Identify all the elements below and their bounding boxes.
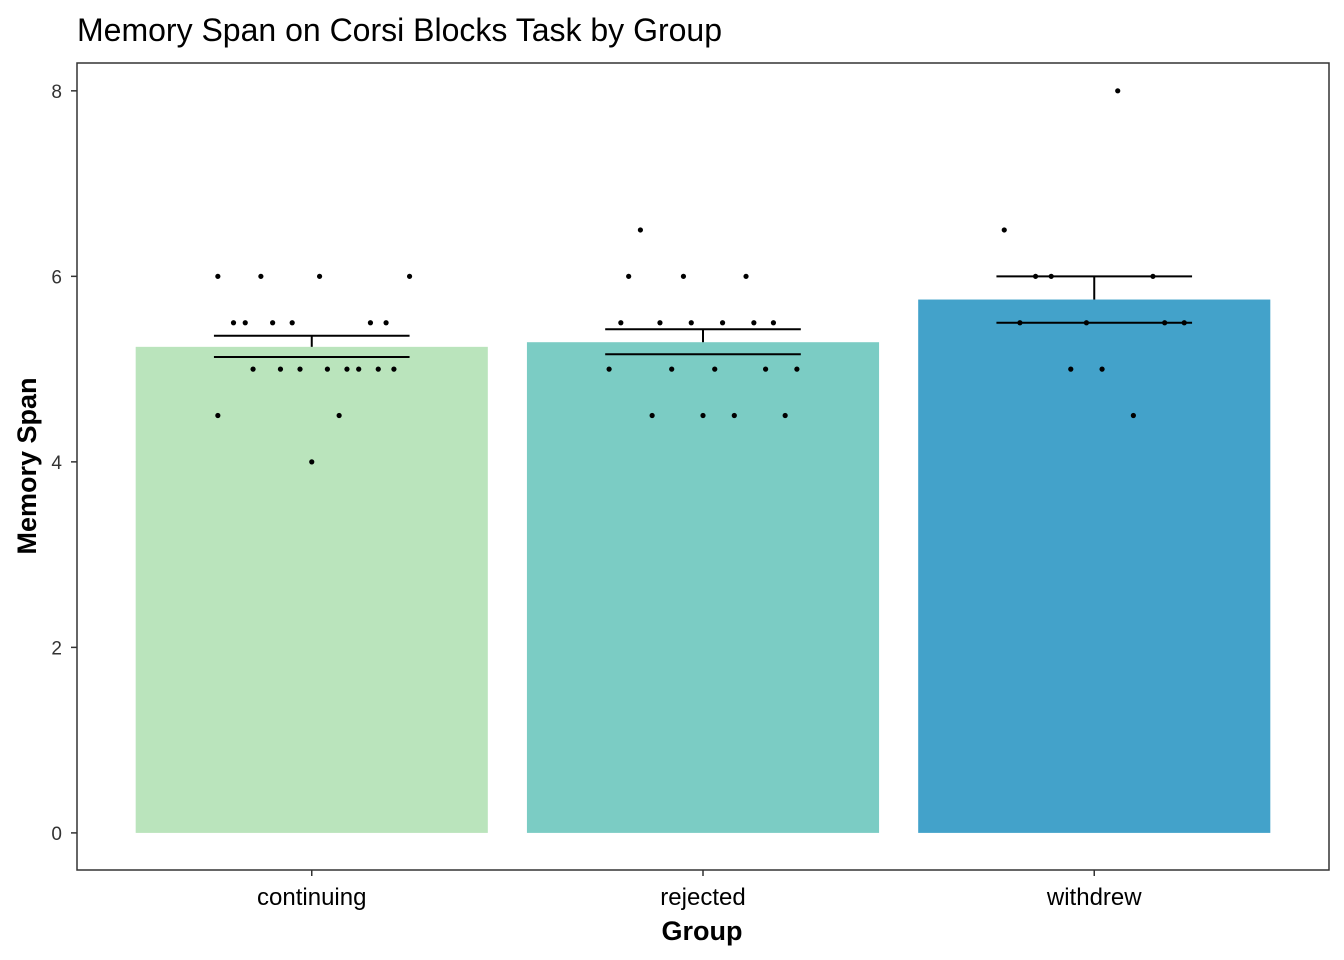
data-point-rejected-1 [626, 273, 632, 279]
data-point-withdrew-5 [1017, 320, 1023, 326]
x-axis: continuing rejected withdrew [257, 870, 1142, 911]
data-point-continuing-19 [336, 412, 342, 419]
bars-layer [135, 299, 1271, 833]
data-point-withdrew-9 [1068, 366, 1074, 372]
data-point-continuing-11 [277, 366, 284, 372]
data-point-continuing-2 [316, 273, 323, 279]
data-point-rejected-4 [618, 320, 624, 326]
data-point-rejected-11 [669, 366, 675, 372]
data-point-withdrew-4 [1150, 273, 1156, 279]
data-point-continuing-9 [383, 320, 389, 326]
y-tick-label-2: 2 [51, 638, 62, 659]
data-point-rejected-9 [770, 320, 777, 326]
data-point-withdrew-8 [1181, 320, 1187, 326]
data-point-continuing-18 [215, 412, 221, 419]
error-bars-layer [213, 275, 1193, 359]
x-tick-label-continuing: continuing [257, 884, 366, 911]
data-point-continuing-6 [270, 320, 276, 326]
data-point-withdrew-2 [1032, 273, 1039, 279]
data-point-withdrew-1 [1001, 227, 1007, 233]
data-point-rejected-2 [680, 273, 687, 279]
x-tick-label-withdrew: withdrew [1046, 884, 1142, 911]
data-point-continuing-1 [258, 273, 264, 279]
data-point-continuing-0 [215, 273, 221, 279]
data-point-rejected-16 [700, 412, 706, 419]
bar-withdrew [918, 299, 1271, 833]
data-point-withdrew-6 [1083, 320, 1090, 326]
y-axis: 0 2 4 6 8 [51, 82, 77, 845]
data-point-continuing-14 [344, 366, 350, 372]
data-point-rejected-12 [712, 366, 718, 372]
bar-rejected [526, 342, 880, 833]
data-point-rejected-0 [637, 227, 644, 233]
data-point-rejected-14 [794, 366, 800, 372]
data-point-rejected-15 [649, 412, 655, 419]
x-tick-label-rejected: rejected [660, 884, 745, 911]
data-point-rejected-18 [782, 412, 788, 419]
y-axis-title: Memory Span [12, 377, 42, 554]
data-point-withdrew-7 [1162, 320, 1168, 326]
data-point-continuing-17 [391, 366, 397, 372]
y-tick-label-6: 6 [51, 267, 62, 288]
data-point-continuing-5 [242, 320, 248, 326]
data-point-rejected-7 [719, 320, 726, 326]
data-point-continuing-20 [309, 459, 315, 465]
data-point-withdrew-0 [1115, 88, 1121, 94]
data-point-continuing-13 [324, 366, 330, 372]
data-point-withdrew-3 [1048, 273, 1054, 279]
data-point-rejected-13 [763, 366, 769, 372]
data-point-withdrew-11 [1130, 412, 1136, 419]
data-points-layer [215, 88, 1187, 465]
data-point-withdrew-10 [1099, 366, 1105, 372]
data-point-continuing-16 [375, 366, 381, 372]
y-tick-label-0: 0 [51, 824, 62, 845]
y-tick-label-4: 4 [51, 453, 62, 474]
data-point-continuing-4 [230, 320, 237, 326]
y-tick-label-8: 8 [51, 82, 62, 103]
data-point-continuing-12 [297, 366, 303, 372]
data-point-continuing-7 [289, 320, 295, 326]
data-point-continuing-15 [356, 366, 362, 372]
data-point-rejected-10 [606, 366, 612, 372]
chart-title: Memory Span on Corsi Blocks Task by Grou… [77, 12, 722, 48]
data-point-rejected-8 [751, 320, 757, 326]
data-point-continuing-8 [367, 320, 374, 326]
data-point-rejected-17 [731, 412, 737, 419]
data-point-continuing-10 [250, 366, 256, 372]
data-point-rejected-5 [657, 320, 663, 326]
bar-continuing [135, 346, 488, 833]
data-point-continuing-3 [406, 273, 413, 279]
data-point-rejected-3 [743, 273, 749, 279]
data-point-rejected-6 [688, 320, 694, 326]
x-axis-title: Group [662, 916, 743, 946]
